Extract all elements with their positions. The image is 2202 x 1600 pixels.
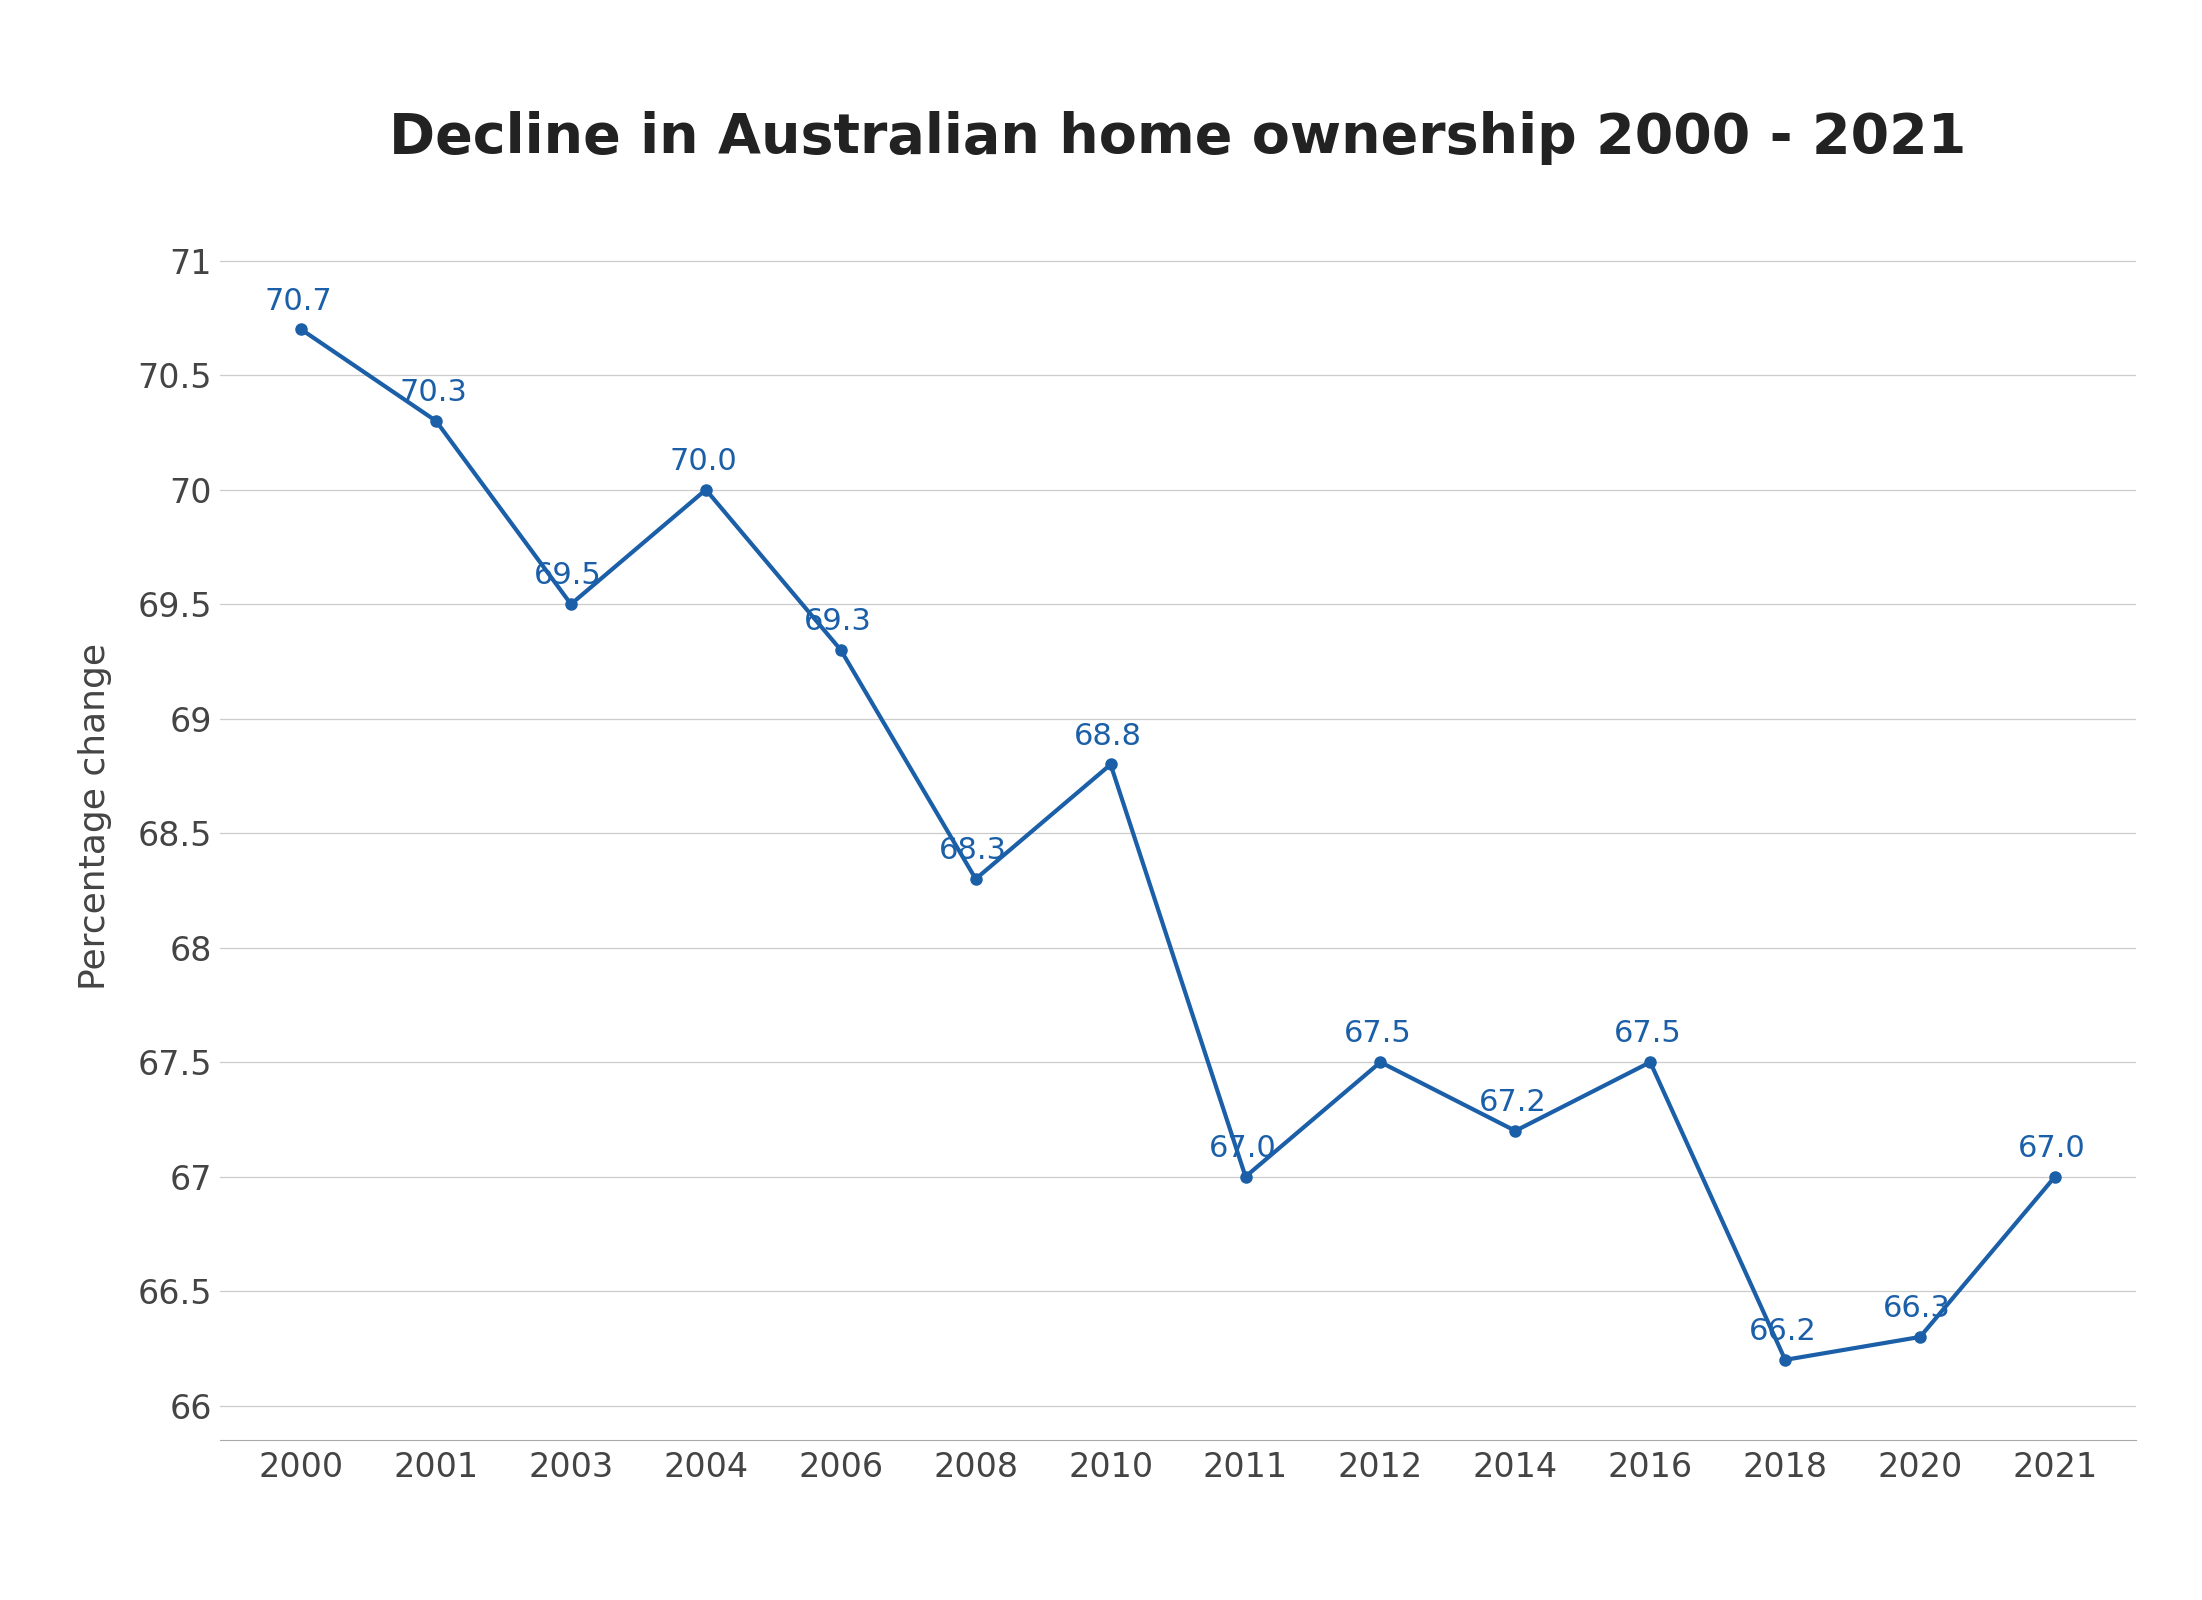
Text: 66.3: 66.3 — [1883, 1294, 1951, 1323]
Y-axis label: Percentage change: Percentage change — [79, 643, 112, 989]
Text: 70.0: 70.0 — [669, 446, 738, 475]
Text: 68.8: 68.8 — [1075, 722, 1143, 750]
Text: 70.7: 70.7 — [264, 286, 333, 315]
Text: 67.5: 67.5 — [1614, 1019, 1682, 1048]
Text: 66.2: 66.2 — [1748, 1317, 1817, 1346]
Title: Decline in Australian home ownership 2000 - 2021: Decline in Australian home ownership 200… — [390, 110, 1966, 165]
Text: 69.5: 69.5 — [535, 562, 601, 590]
Text: 67.0: 67.0 — [1209, 1134, 1277, 1163]
Text: 67.0: 67.0 — [2019, 1134, 2085, 1163]
Text: 68.3: 68.3 — [938, 837, 1006, 866]
Text: 69.3: 69.3 — [804, 606, 872, 637]
Text: 67.2: 67.2 — [1480, 1088, 1546, 1117]
Text: 70.3: 70.3 — [399, 378, 467, 406]
Text: 67.5: 67.5 — [1343, 1019, 1411, 1048]
